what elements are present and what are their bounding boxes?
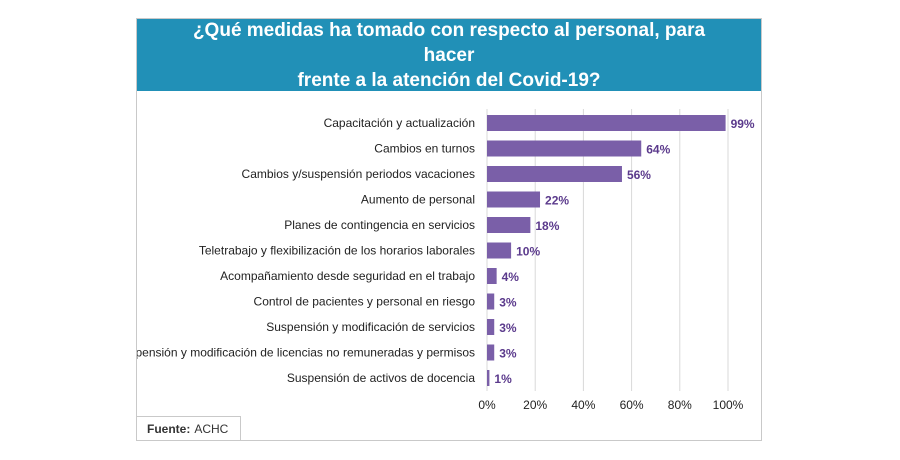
category-label: Suspensión de activos de docencia xyxy=(287,371,475,385)
bar xyxy=(487,242,512,259)
category-label: Capacitación y actualización xyxy=(324,116,475,130)
bar xyxy=(487,319,495,335)
category-label: Suspensión y modificación de servicios xyxy=(266,320,475,334)
value-label: 22% xyxy=(545,194,569,208)
value-label: 64% xyxy=(646,143,670,157)
x-tick-label: 20% xyxy=(523,398,547,412)
source-note: Fuente: ACHC xyxy=(137,416,241,441)
category-label: Cambios y/suspensión periodos vacaciones xyxy=(242,167,475,181)
chart-card: ¿Qué medidas ha tomado con respecto al p… xyxy=(136,18,762,441)
x-tick-label: 0% xyxy=(478,398,496,412)
value-label: 18% xyxy=(535,219,559,233)
x-tick-label: 60% xyxy=(620,398,644,412)
chart-title-bar: ¿Qué medidas ha tomado con respecto al p… xyxy=(137,19,761,91)
value-label: 4% xyxy=(502,270,520,284)
value-label: 1% xyxy=(494,372,512,386)
bar xyxy=(487,268,497,284)
value-label: 99% xyxy=(731,117,755,131)
category-label: Cambios en turnos xyxy=(374,142,475,156)
value-label: 3% xyxy=(499,321,517,335)
bar xyxy=(487,344,495,361)
chart-title: ¿Qué medidas ha tomado con respecto al p… xyxy=(192,19,706,91)
category-label: Planes de contingencia en servicios xyxy=(284,218,475,232)
x-tick-label: 40% xyxy=(571,398,595,412)
bar xyxy=(487,115,726,131)
bar xyxy=(487,217,531,233)
bar xyxy=(487,191,541,208)
value-label: 3% xyxy=(499,347,517,361)
bar xyxy=(487,166,622,182)
category-label: Acompañamiento desde seguridad en el tra… xyxy=(220,269,475,283)
source-value: ACHC xyxy=(194,422,229,436)
category-label: Aumento de personal xyxy=(361,193,475,207)
value-label: 56% xyxy=(627,168,651,182)
bar xyxy=(487,370,490,386)
bar xyxy=(487,140,642,157)
bar xyxy=(487,293,495,310)
x-tick-label: 100% xyxy=(713,398,744,412)
category-label: Teletrabajo y flexibilización de los hor… xyxy=(199,244,475,258)
category-label: Control de pacientes y personal en riesg… xyxy=(254,295,476,309)
category-label: Suspensión y modificación de licencias n… xyxy=(137,346,475,360)
value-label: 3% xyxy=(499,296,517,310)
source-label: Fuente: xyxy=(147,422,191,436)
value-label: 10% xyxy=(516,245,540,259)
bar-chart: 0% 20% 40% 60% 80% 100% Capacitación y actuali… xyxy=(137,109,755,412)
x-tick-label: 80% xyxy=(668,398,692,412)
